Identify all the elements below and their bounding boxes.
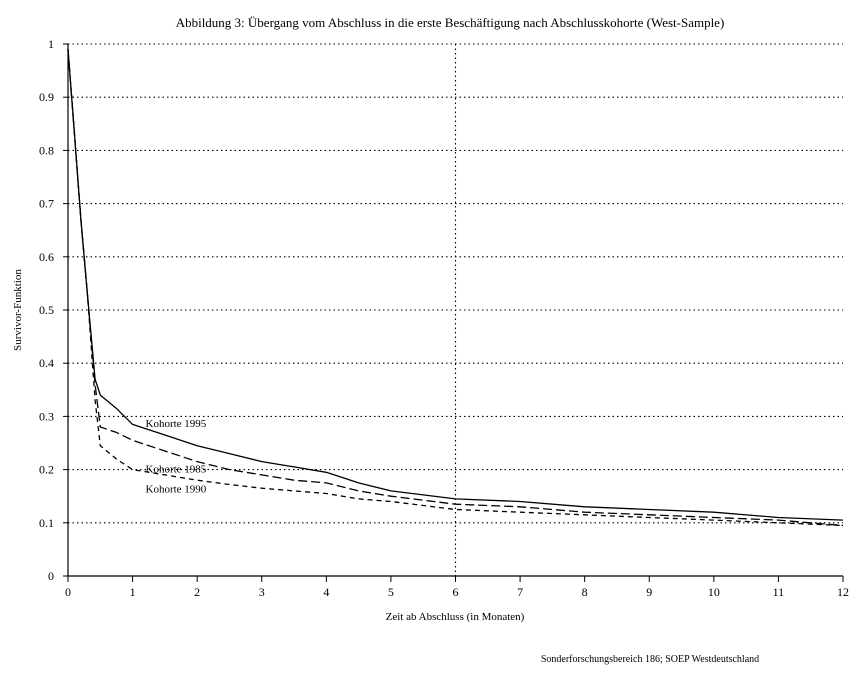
x-tick-label: 1	[130, 585, 136, 599]
y-tick-label: 0	[48, 569, 54, 583]
series-label-2: Kohorte 1985	[146, 463, 207, 475]
y-axis-label: Survivor-Funktion	[12, 269, 24, 351]
y-tick-label: 0.8	[39, 143, 54, 157]
x-axis-label: Zeit ab Abschluss (in Monaten)	[386, 611, 525, 623]
y-tick-label: 0.1	[39, 516, 54, 530]
x-tick-label: 8	[582, 585, 588, 599]
series-labels: Kohorte 1995 Kohorte 1985 Kohorte 1990	[146, 418, 207, 495]
x-tick-label: 11	[773, 585, 785, 599]
x-tick-label: 6	[453, 585, 459, 599]
x-tick-label: 0	[65, 585, 71, 599]
series-label-3: Kohorte 1990	[146, 483, 207, 495]
source-note: Sonderforschungsbereich 186; SOEP Westde…	[541, 654, 759, 665]
x-tick-label: 7	[517, 585, 523, 599]
y-tick-label: 0.3	[39, 409, 54, 423]
y-tick-label: 1	[48, 37, 54, 51]
x-tick-label: 12	[837, 585, 849, 599]
x-tick-label: 2	[194, 585, 200, 599]
x-tick-label: 3	[259, 585, 265, 599]
y-tick-label: 0.9	[39, 90, 54, 104]
series-line-2	[67, 49, 844, 527]
axes	[63, 43, 844, 582]
x-tick-label: 5	[388, 585, 394, 599]
chart-title: Abbildung 3: Übergang vom Abschluss in d…	[176, 15, 725, 30]
x-tick-label: 9	[646, 585, 652, 599]
y-tick-label: 0.2	[39, 463, 54, 477]
y-tick-label: 0.7	[39, 197, 54, 211]
y-tick-label: 0.6	[39, 250, 54, 264]
x-tick-labels: 0 1 2 3 4 5 6 7 8 9 10 11 12	[65, 585, 849, 599]
y-tick-labels: 0 0.1 0.2 0.3 0.4 0.5 0.6 0.7 0.8 0.9 1	[39, 37, 54, 583]
y-tick-label: 0.5	[39, 303, 54, 317]
x-tick-label: 4	[323, 585, 329, 599]
x-tick-label: 10	[708, 585, 720, 599]
series-label-1: Kohorte 1995	[146, 418, 207, 430]
series-lines	[67, 49, 844, 527]
series-line-3	[67, 49, 844, 527]
y-tick-label: 0.4	[39, 356, 54, 370]
grid	[68, 43, 843, 576]
